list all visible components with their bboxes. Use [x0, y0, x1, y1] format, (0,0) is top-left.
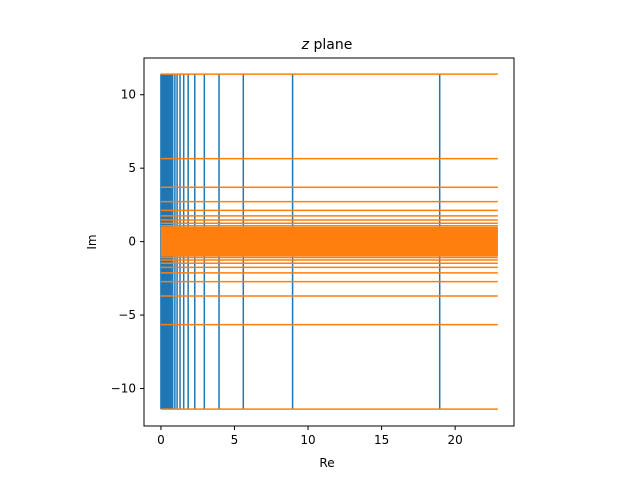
- y-tick-label-1: −5: [118, 308, 136, 322]
- x-axis-label: Re: [319, 456, 334, 470]
- x-tick-label-0: 0: [157, 433, 165, 447]
- x-tick-label-1: 5: [231, 433, 239, 447]
- chart-title-text: plane: [309, 37, 352, 53]
- y-tick-label-0: −10: [111, 382, 136, 396]
- y-tick-label-3: 5: [128, 161, 136, 175]
- chart-title-italic: z: [301, 37, 310, 53]
- x-tick-label-4: 20: [448, 433, 463, 447]
- axes: 0 5 10 15 20 −10 −5 0 5 10: [111, 57, 515, 447]
- x-tick-label-3: 15: [374, 433, 389, 447]
- y-tick-label-4: 10: [121, 88, 136, 102]
- chart-title: z plane: [301, 37, 353, 53]
- series-horizontal-lines: [160, 73, 498, 410]
- x-tick-label-2: 10: [300, 433, 315, 447]
- y-axis-label: Im: [85, 234, 99, 249]
- y-tick-label-2: 0: [128, 235, 136, 249]
